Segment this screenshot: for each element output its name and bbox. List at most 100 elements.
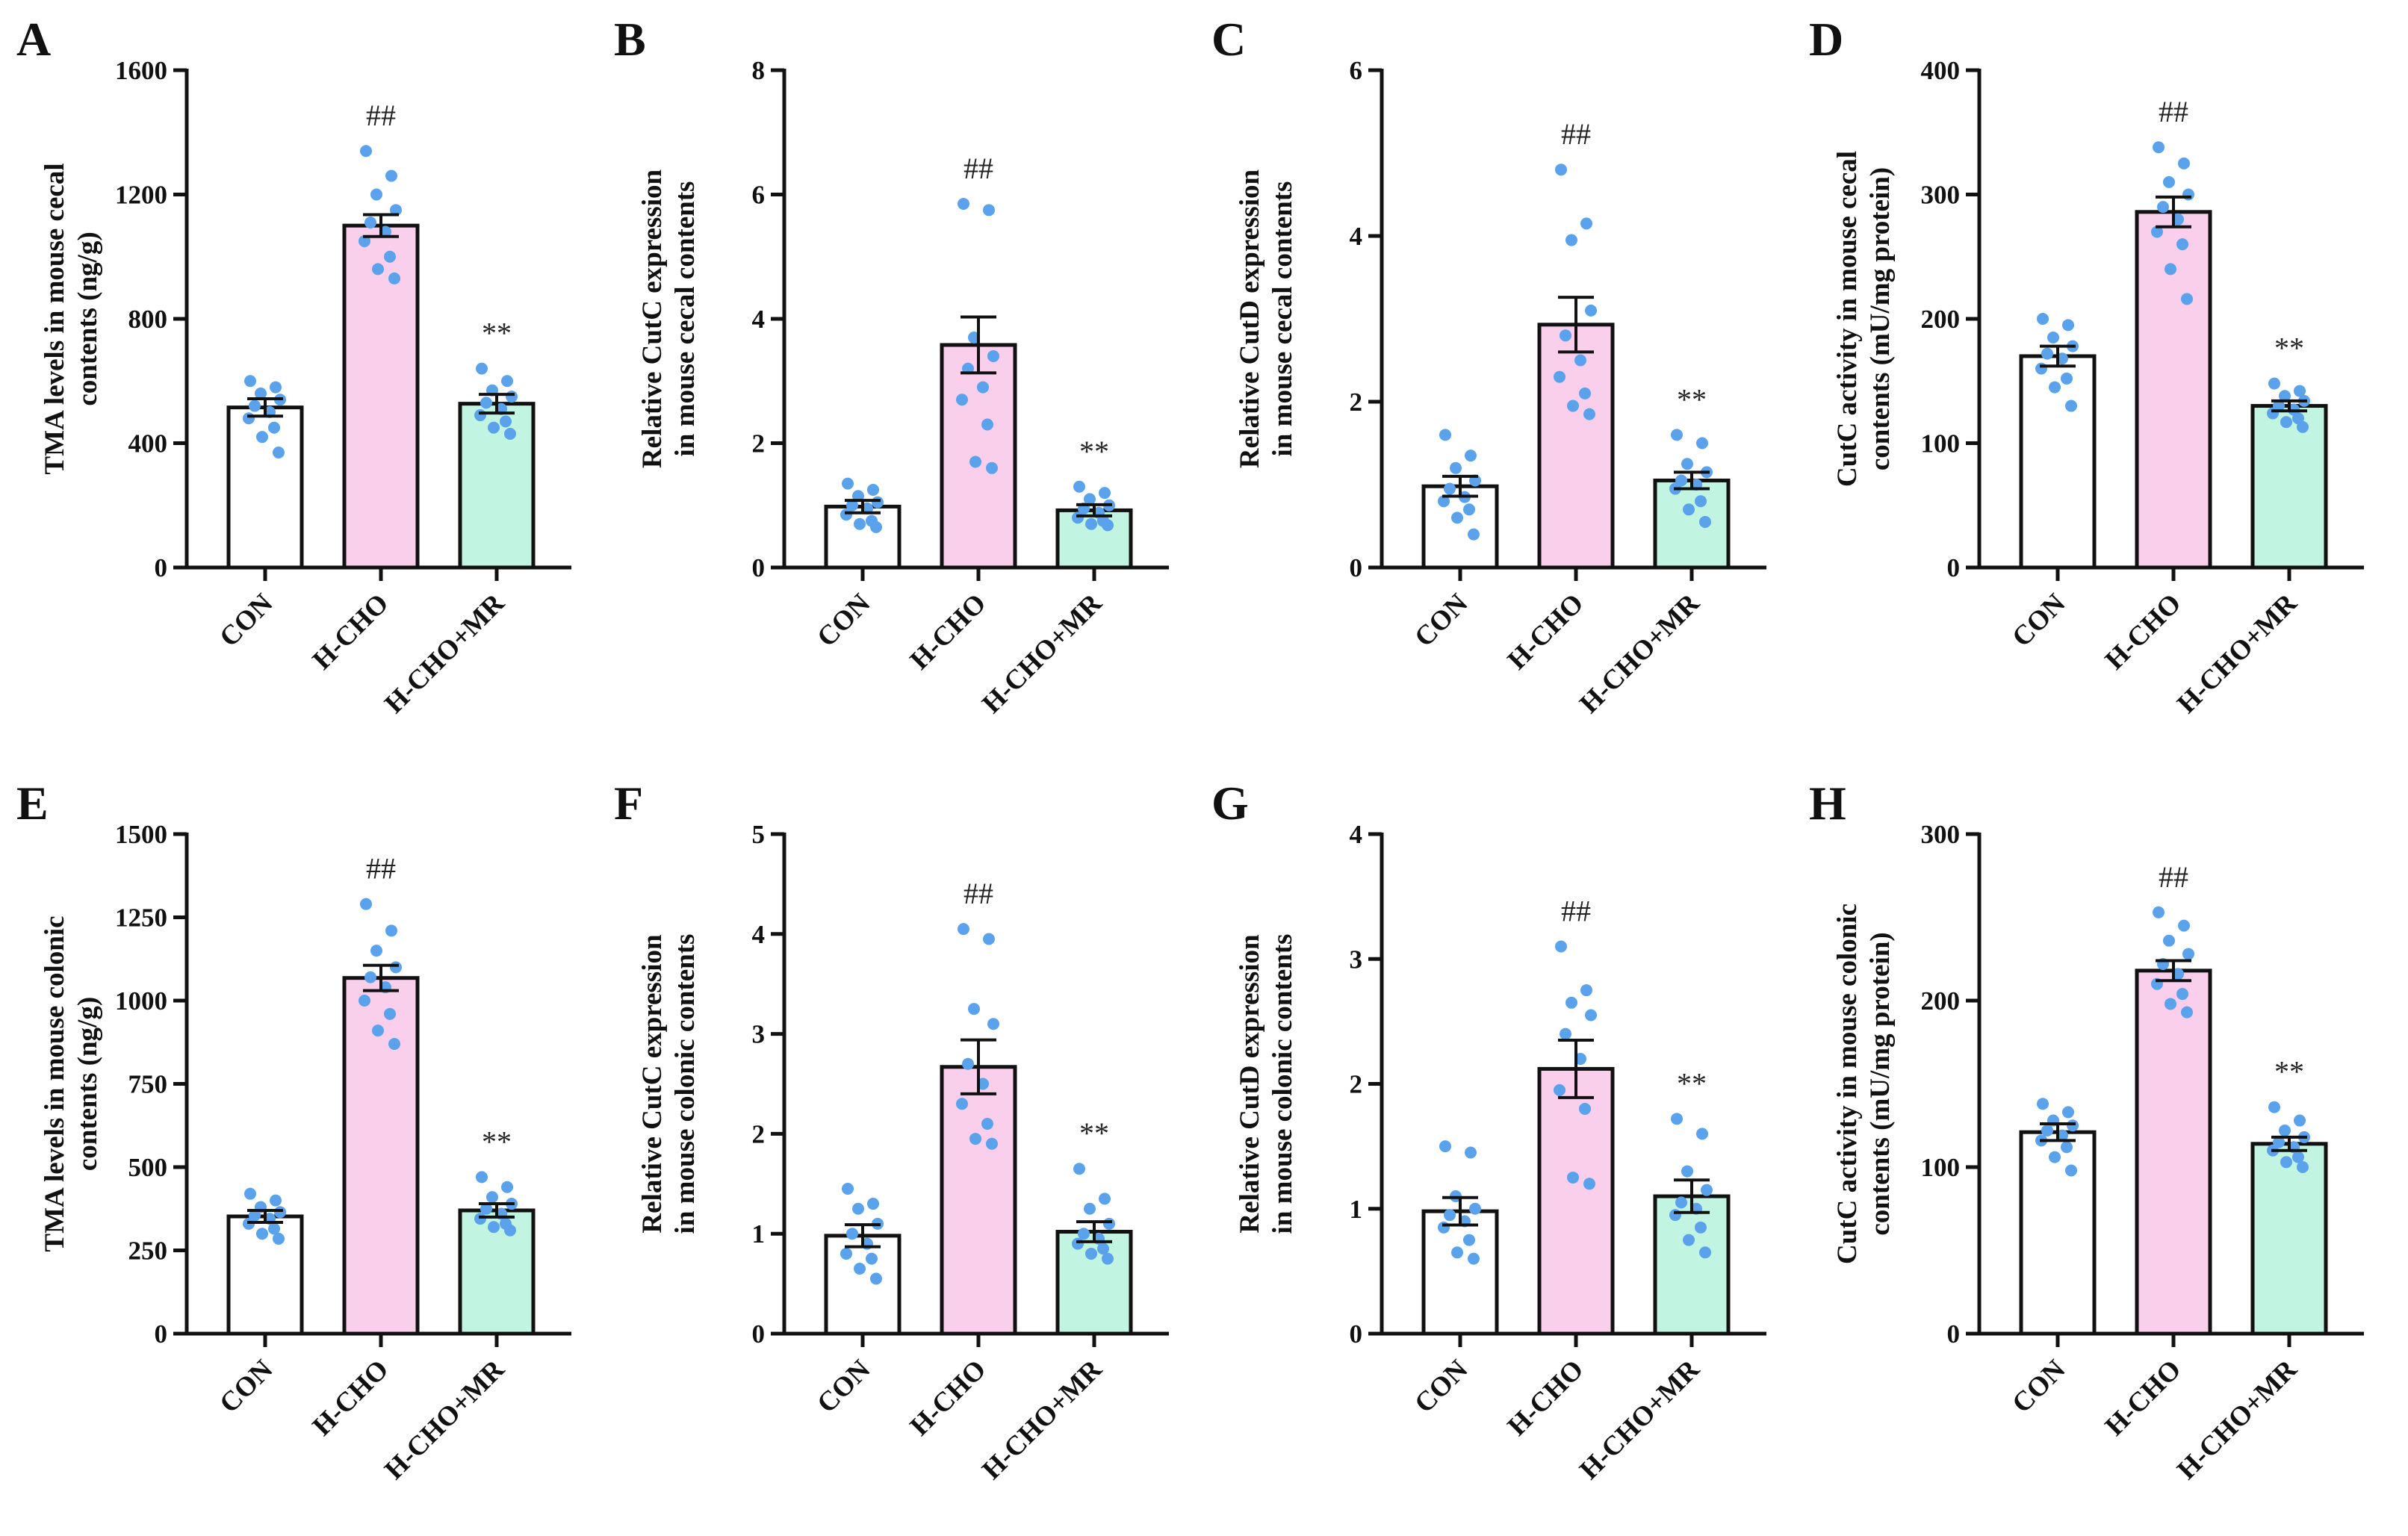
data-point [488,1221,500,1234]
data-point [852,1202,864,1215]
y-tick-label: 800 [128,305,168,334]
data-point [360,898,372,910]
panel-c: C Relative CutD expressionin mouse cecal … [1211,13,1766,720]
data-point [1695,1221,1707,1234]
data-point [249,399,261,412]
x-tick-label: H-CHO [904,1354,993,1442]
data-point [2280,1156,2292,1169]
panel-e: E TMA levels in mouse coloniccontents (ng… [16,777,571,1486]
data-point [1085,1247,1097,1260]
x-tick-label: H-CHO+MR [379,587,511,719]
data-point [981,1118,993,1131]
data-point [987,1018,999,1030]
data-point [1579,387,1591,399]
data-point [370,945,382,957]
y-axis-label: Relative CutD expressionin mouse colonic… [1235,934,1298,1234]
y-axis-label: TMA levels in mouse cecalcontents (ng/g) [40,163,103,474]
panel-letter: C [1211,13,1246,66]
significance-marker: ** [1079,1116,1109,1150]
data-point [2280,416,2292,429]
y-axis-label: TMA levels in mouse coloniccontents (ng/… [40,915,103,1252]
data-point [2157,201,2169,214]
y-tick-label: 8 [752,56,766,85]
data-point [384,1007,396,1020]
y-tick-label: 1000 [115,986,167,1016]
data-point [958,197,969,210]
y-tick-label: 1250 [115,904,167,933]
data-point [1565,996,1577,1009]
y-axis-label: Relative CutC expressionin mouse colonic… [637,934,701,1234]
x-tick-label: H-CHO+MR [2171,587,2303,719]
data-point [2062,319,2074,332]
data-point [1468,528,1480,541]
data-point [2049,381,2061,394]
data-point [2182,188,2194,201]
data-point [388,272,400,284]
data-point [2273,1136,2285,1148]
bar-h-cho-mr [1055,1230,1133,1336]
y-axis-label-line: TMA levels in mouse colonic [40,915,70,1252]
data-point [1567,399,1579,412]
data-point [1554,370,1565,383]
data-point [2037,1098,2049,1110]
data-point [2163,934,2175,947]
data-point [480,397,492,409]
data-point [866,1252,878,1265]
data-point [2178,919,2190,932]
y-tick-label: 0 [1947,553,1961,582]
panel-letter: D [1809,13,1843,66]
data-point [2181,293,2193,305]
data-point [987,349,999,362]
data-point [1567,1171,1579,1184]
data-point [1444,1209,1456,1222]
y-tick-label: 3 [752,1020,766,1049]
panel-f: F Relative CutC expressionin mouse coloni… [614,777,1169,1486]
data-point [372,263,384,276]
data-point [854,1263,866,1275]
data-point [2041,1124,2053,1137]
significance-marker: ## [366,852,396,886]
y-axis-label-line: in mouse colonic contents [670,934,701,1234]
y-axis-label-line: TMA levels in mouse cecal [40,163,70,474]
bar-con [226,405,304,570]
data-point [842,477,854,490]
data-point [1671,1113,1683,1125]
data-point [1073,1163,1085,1175]
data-point [390,204,402,217]
data-point [1439,1140,1451,1153]
data-point [1701,1184,1713,1196]
data-point [842,1182,854,1195]
data-point [1696,1128,1708,1140]
significance-marker: ** [1677,382,1707,416]
y-tick-label: 250 [128,1237,168,1266]
data-point [1669,1209,1681,1222]
data-point [364,216,376,228]
data-point [2062,1106,2074,1119]
y-tick-label: 1500 [115,820,167,849]
y-tick-label: 750 [128,1070,168,1099]
data-point [846,1228,858,1240]
data-point [1438,495,1450,508]
data-point [2065,1164,2077,1177]
data-point [2035,362,2047,375]
data-point [2297,1161,2309,1173]
y-tick-label: 6 [752,181,766,210]
data-point [958,923,969,936]
data-point [1555,164,1567,176]
y-axis-label-line: CutC activity in mouse cecal [1832,151,1863,487]
data-point [2067,1119,2079,1132]
bar-h-cho [1537,1066,1615,1336]
data-point [1465,450,1477,462]
y-tick-label: 200 [1921,986,1961,1016]
y-axis-label: Relative CutD expressionin mouse cecal c… [1235,170,1298,469]
data-point [2178,157,2190,170]
data-point [360,145,372,158]
data-point [1451,512,1463,524]
data-point [870,1272,882,1285]
panel-b: B Relative CutC expressionin mouse cecal … [614,13,1169,720]
bar-h-cho-mr [2250,404,2328,570]
y-tick-label: 6 [1350,56,1363,85]
data-point [2279,1124,2291,1137]
data-point [2151,226,2163,238]
